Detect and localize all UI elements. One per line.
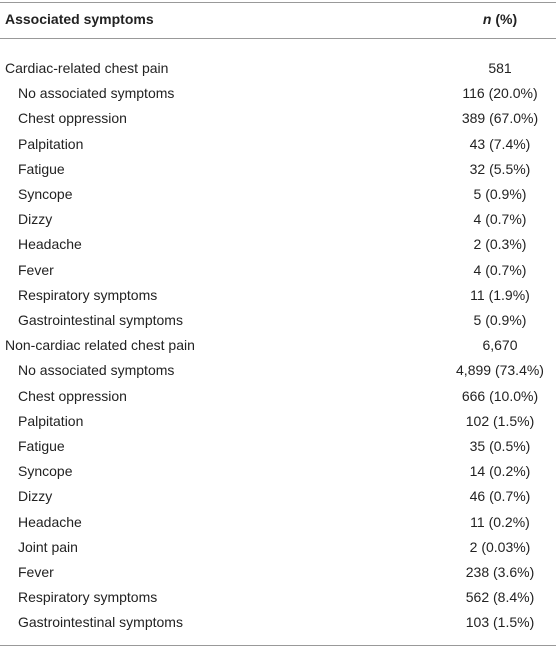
- symptom-value: 116 (20.0%): [462, 85, 538, 102]
- group-value: 6,670: [482, 337, 518, 354]
- symptom-value: 2 (0.3%): [473, 236, 527, 253]
- symptom-label: Headache: [18, 513, 82, 530]
- symptom-value: 32 (5.5%): [469, 160, 531, 177]
- symptom-label: Fever: [18, 261, 54, 278]
- symptom-label: Respiratory symptoms: [18, 286, 158, 303]
- symptom-label: Fatigue: [18, 160, 65, 177]
- symptom-label: Respiratory symptoms: [18, 589, 158, 606]
- symptom-value: 4 (0.7%): [473, 261, 527, 278]
- symptom-value: 2 (0.03%): [469, 538, 531, 555]
- symptom-value: 11 (1.9%): [470, 286, 530, 303]
- symptom-label: Fatigue: [18, 438, 65, 454]
- symptom-label: Gastrointestinal symptoms: [18, 614, 183, 631]
- symptom-value: 5 (0.9%): [473, 312, 527, 328]
- symptom-label: No associated symptoms: [18, 362, 175, 379]
- symptom-label: Dizzy: [18, 211, 53, 228]
- symptom-value: 4 (0.7%): [473, 211, 527, 228]
- symptom-label: Headache: [18, 236, 82, 253]
- header-percent: (%): [495, 11, 518, 27]
- symptom-value: 11 (0.2%): [470, 513, 530, 530]
- symptom-label: Palpitation: [18, 412, 84, 429]
- group-value: 581: [488, 60, 512, 76]
- symptom-label: Dizzy: [18, 488, 53, 505]
- symptom-value: 43 (7.4%): [469, 135, 531, 152]
- symptom-value: 389 (67.0%): [461, 110, 539, 127]
- header-n-symbol: n: [482, 11, 492, 27]
- top-rule: [0, 2, 556, 3]
- symptom-value: 102 (1.5%): [465, 412, 535, 429]
- symptom-value: 35 (0.5%): [469, 438, 531, 454]
- symptom-value: 14 (0.2%): [469, 463, 531, 480]
- header-symptom: Associated symptoms: [5, 11, 154, 27]
- header-n: n (%): [430, 7, 556, 32]
- symptom-value: 5 (0.9%): [473, 186, 527, 202]
- symptom-value: 46 (0.7%): [469, 488, 531, 505]
- symptom-label: Chest oppression: [18, 387, 127, 404]
- symptom-label: Syncope: [18, 186, 73, 202]
- symptom-label: Joint pain: [18, 538, 78, 555]
- symptom-label: Gastrointestinal symptoms: [18, 312, 183, 328]
- symptom-value: 562 (8.4%): [465, 589, 535, 606]
- symptom-value: 103 (1.5%): [465, 614, 535, 631]
- symptom-value: 238 (3.6%): [465, 564, 535, 580]
- bottom-rule: [0, 645, 556, 646]
- symptom-label: Palpitation: [18, 135, 84, 152]
- header-rule: [0, 38, 556, 39]
- symptom-value: 4,899 (73.4%): [456, 362, 544, 379]
- symptom-label: Syncope: [18, 463, 73, 480]
- group-label: Cardiac-related chest pain: [5, 60, 169, 76]
- symptom-label: No associated symptoms: [18, 85, 175, 102]
- symptom-value: 666 (10.0%): [461, 387, 539, 404]
- symptom-label: Fever: [18, 564, 54, 580]
- symptom-label: Chest oppression: [18, 110, 127, 127]
- group-label: Non-cardiac related chest pain: [5, 337, 195, 354]
